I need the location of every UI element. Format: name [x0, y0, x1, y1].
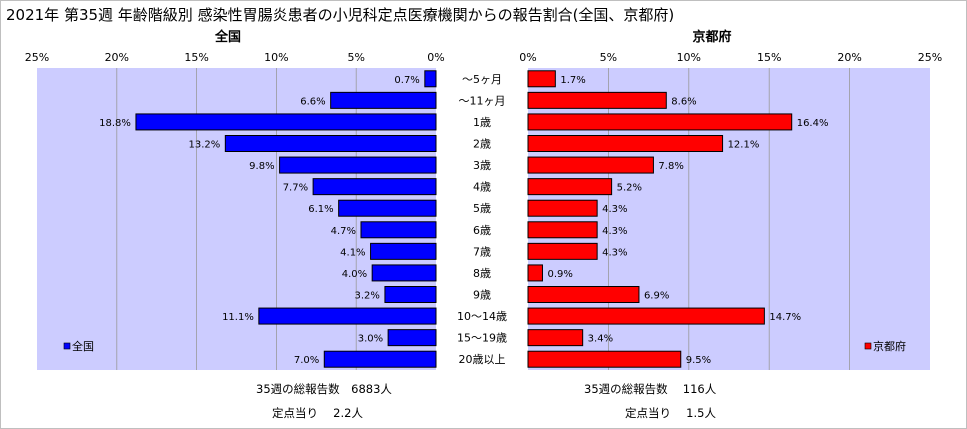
kyoto-bar — [527, 221, 598, 239]
national-bar-value-label: 3.0% — [358, 334, 383, 345]
kyoto-x-tick: 5% — [600, 51, 617, 64]
national-subtitle: 全国 — [214, 29, 241, 45]
kyoto-total-reports: 35週の総報告数 116人 — [584, 382, 717, 396]
kyoto-x-tick: 10% — [677, 51, 701, 64]
national-bar-value-label: 7.0% — [294, 355, 319, 366]
national-bar — [360, 221, 437, 239]
national-bar — [323, 350, 437, 368]
kyoto-bar — [527, 307, 765, 325]
age-category-label: 6歳 — [473, 224, 491, 237]
kyoto-bar-value-label: 0.9% — [547, 269, 572, 280]
age-category-label: 5歳 — [473, 202, 491, 215]
national-legend: 全国 — [63, 339, 94, 353]
kyoto-x-tick: 15% — [757, 51, 781, 64]
kyoto-bar-value-label: 12.1% — [728, 140, 760, 151]
national-bar — [370, 242, 437, 260]
age-category-label: 2歳 — [473, 138, 491, 151]
kyoto-bar-value-label: 4.3% — [602, 247, 627, 258]
national-bar — [224, 135, 437, 152]
age-category-label: 15～19歳 — [457, 332, 507, 345]
national-total-reports: 35週の総報告数 6883人 — [256, 382, 392, 396]
age-category-label: 8歳 — [473, 267, 491, 280]
kyoto-bar-value-label: 8.6% — [671, 96, 696, 107]
kyoto-bar-value-label: 14.7% — [769, 312, 801, 323]
kyoto-bar — [527, 286, 640, 303]
national-bar — [387, 329, 437, 347]
national-bar-value-label: 4.1% — [340, 247, 365, 258]
kyoto-x-tick: 20% — [837, 51, 861, 64]
national-bar — [135, 113, 437, 131]
kyoto-bar-value-label: 5.2% — [617, 183, 642, 194]
national-x-tick: 0% — [427, 51, 444, 64]
national-bar — [279, 156, 437, 174]
kyoto-legend-swatch — [864, 342, 872, 350]
national-bar-value-label: 18.8% — [99, 118, 131, 129]
national-bar — [258, 307, 437, 325]
national-bar-value-label: 4.7% — [331, 226, 356, 237]
national-x-tick: 5% — [347, 51, 364, 64]
national-bar-value-label: 7.7% — [283, 183, 308, 194]
age-category-label: 10～14歳 — [457, 310, 507, 323]
chart-title: 2021年 第35週 年齢階級別 感染性胃腸炎患者の小児科定点医療機関からの報告… — [6, 6, 674, 24]
kyoto-bar — [527, 113, 793, 131]
age-category-label: 20歳以上 — [459, 353, 506, 366]
age-category-label: ～5ヶ月 — [462, 73, 502, 86]
national-per-site: 定点当り 2.2人 — [272, 406, 363, 420]
national-bar-value-label: 3.2% — [355, 291, 380, 302]
kyoto-bar — [527, 264, 543, 282]
national-x-tick: 10% — [264, 51, 288, 64]
kyoto-bar-value-label: 3.4% — [588, 334, 613, 345]
age-category-label: 3歳 — [473, 159, 491, 172]
national-x-tick: 20% — [105, 51, 129, 64]
kyoto-bar-value-label: 1.7% — [560, 75, 585, 86]
kyoto-bar-value-label: 6.9% — [644, 291, 669, 302]
national-bar — [330, 91, 437, 109]
kyoto-subtitle: 京都府 — [692, 29, 731, 45]
kyoto-x-tick: 0% — [519, 51, 536, 64]
kyoto-bar-value-label: 9.5% — [686, 355, 711, 366]
national-x-tick: 15% — [184, 51, 208, 64]
kyoto-bar — [527, 350, 682, 368]
kyoto-bar-value-label: 16.4% — [797, 118, 829, 129]
kyoto-bar — [527, 156, 654, 174]
kyoto-bar — [527, 199, 598, 217]
national-bar — [312, 178, 437, 196]
age-category-label: 1歳 — [473, 116, 491, 129]
kyoto-legend-label: 京都府 — [873, 339, 906, 353]
national-bar-value-label: 4.0% — [342, 269, 367, 280]
kyoto-bar-value-label: 4.3% — [602, 204, 627, 215]
national-bar-value-label: 6.6% — [300, 96, 325, 107]
kyoto-bar — [527, 242, 598, 260]
kyoto-bar — [527, 91, 667, 109]
kyoto-plot-area — [528, 68, 930, 370]
national-plot-area — [37, 68, 436, 370]
national-bar-value-label: 13.2% — [189, 140, 221, 151]
age-category-label: 7歳 — [473, 245, 491, 258]
kyoto-bar — [527, 329, 584, 347]
national-bar — [338, 199, 437, 217]
kyoto-x-tick: 25% — [918, 51, 942, 64]
kyoto-per-site: 定点当り 1.5人 — [625, 406, 716, 420]
kyoto-bar-value-label: 4.3% — [602, 226, 627, 237]
national-bar — [371, 264, 437, 282]
national-bar — [384, 286, 437, 303]
national-bar-value-label: 11.1% — [222, 312, 254, 323]
national-bar-value-label: 0.7% — [394, 75, 419, 86]
age-category-label: ～11ヶ月 — [459, 94, 506, 107]
kyoto-bar — [527, 178, 613, 196]
kyoto-bar — [527, 70, 556, 88]
national-legend-swatch — [63, 342, 71, 350]
age-category-label: 4歳 — [473, 181, 491, 194]
kyoto-legend: 京都府 — [864, 339, 906, 353]
national-bar — [424, 70, 437, 88]
national-x-tick: 25% — [25, 51, 49, 64]
national-bar-value-label: 6.1% — [308, 204, 333, 215]
national-bar-value-label: 9.8% — [249, 161, 274, 172]
kyoto-bar — [527, 135, 724, 152]
kyoto-bar-value-label: 7.8% — [658, 161, 683, 172]
national-legend-label: 全国 — [72, 339, 94, 353]
age-category-label: 9歳 — [473, 289, 491, 302]
